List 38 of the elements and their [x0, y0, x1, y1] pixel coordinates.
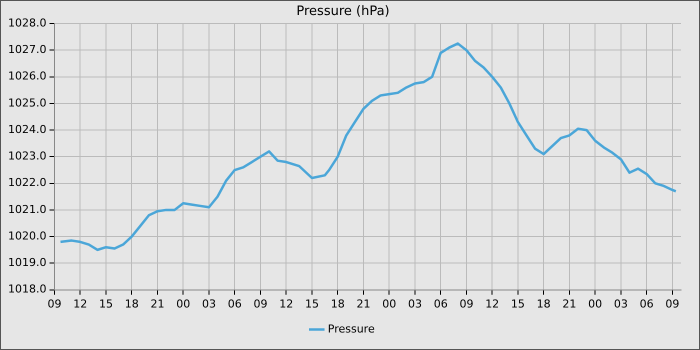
x-tick-label: 03 — [614, 297, 628, 310]
x-tick-label: 09 — [47, 297, 62, 310]
x-tick-label: 06 — [434, 297, 448, 310]
y-tick-label: 1026.0 — [8, 70, 46, 83]
x-tick-label: 15 — [510, 297, 525, 310]
y-tick-label: 1027.0 — [8, 43, 46, 56]
x-tick-label: 21 — [562, 297, 576, 310]
x-tick-label: 18 — [330, 297, 345, 310]
x-tick-label: 21 — [150, 297, 164, 310]
x-tick-label: 09 — [459, 297, 474, 310]
y-tick-label: 1018.0 — [8, 282, 46, 296]
chart-title: Pressure (hPa) — [296, 4, 390, 20]
x-tick-label: 09 — [253, 297, 268, 310]
y-tick-label: 1022.0 — [8, 176, 46, 190]
x-tick-label: 18 — [124, 297, 139, 310]
x-tick-label: 12 — [279, 297, 294, 310]
x-tick-label: 12 — [73, 297, 88, 310]
y-tick-label: 1019.0 — [8, 256, 46, 270]
x-tick-label: 06 — [228, 297, 242, 310]
y-tick-label: 1020.0 — [8, 229, 46, 242]
x-tick-label: 15 — [98, 297, 113, 310]
y-tick-label: 1024.0 — [8, 122, 46, 136]
x-tick-label: 00 — [588, 297, 602, 310]
x-tick-label: 00 — [382, 297, 396, 310]
x-tick-label: 03 — [202, 297, 216, 310]
x-tick-label: 03 — [408, 297, 422, 310]
y-tick-label: 1025.0 — [8, 96, 46, 110]
x-tick-label: 15 — [304, 297, 319, 310]
x-tick-label: 09 — [665, 297, 680, 310]
x-tick-label: 18 — [536, 297, 551, 310]
x-tick-label: 12 — [485, 297, 500, 310]
y-tick-label: 1028.0 — [8, 16, 46, 30]
y-tick-label: 1021.0 — [8, 202, 46, 216]
x-tick-label: 21 — [356, 297, 370, 310]
y-tick-label: 1023.0 — [8, 150, 46, 163]
x-tick-label: 06 — [640, 297, 654, 310]
x-tick-label: 00 — [176, 297, 190, 310]
legend-label: Pressure — [328, 322, 375, 336]
